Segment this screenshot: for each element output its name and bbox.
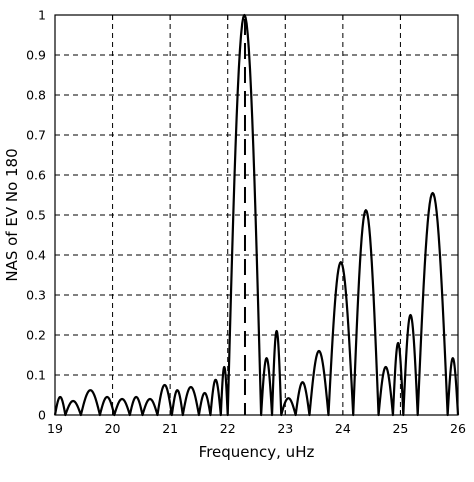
y-tick-label: 0 <box>38 408 46 423</box>
y-tick-label: 0.2 <box>26 328 46 343</box>
y-axis-label: NAS of EV No 180 <box>3 148 21 281</box>
y-tick-label: 0.5 <box>26 208 46 223</box>
y-tick-label: 0.9 <box>26 48 46 63</box>
x-tick-label: 24 <box>335 421 351 436</box>
y-tick-label: 0.4 <box>26 248 46 263</box>
y-tick-label: 0.6 <box>26 168 46 183</box>
x-axis-label: Frequency, uHz <box>199 443 315 461</box>
x-tick-label: 20 <box>105 421 121 436</box>
y-tick-label: 0.7 <box>26 128 46 143</box>
x-tick-label: 25 <box>392 421 408 436</box>
y-tick-label: 1 <box>38 8 46 23</box>
x-tick-label: 23 <box>277 421 293 436</box>
x-tick-label: 19 <box>47 421 63 436</box>
x-tick-label: 26 <box>450 421 466 436</box>
y-tick-label: 0.1 <box>26 368 46 383</box>
x-tick-label: 22 <box>220 421 236 436</box>
grid <box>55 15 458 415</box>
tick-layer: 19 20 21 22 23 24 25 26 0 0.1 0.2 0.3 0.4 0.5 0.6 0.7 0.… <box>26 8 466 437</box>
x-tick-label: 21 <box>162 421 178 436</box>
y-tick-label: 0.3 <box>26 288 46 303</box>
y-tick-label: 0.8 <box>26 88 46 103</box>
